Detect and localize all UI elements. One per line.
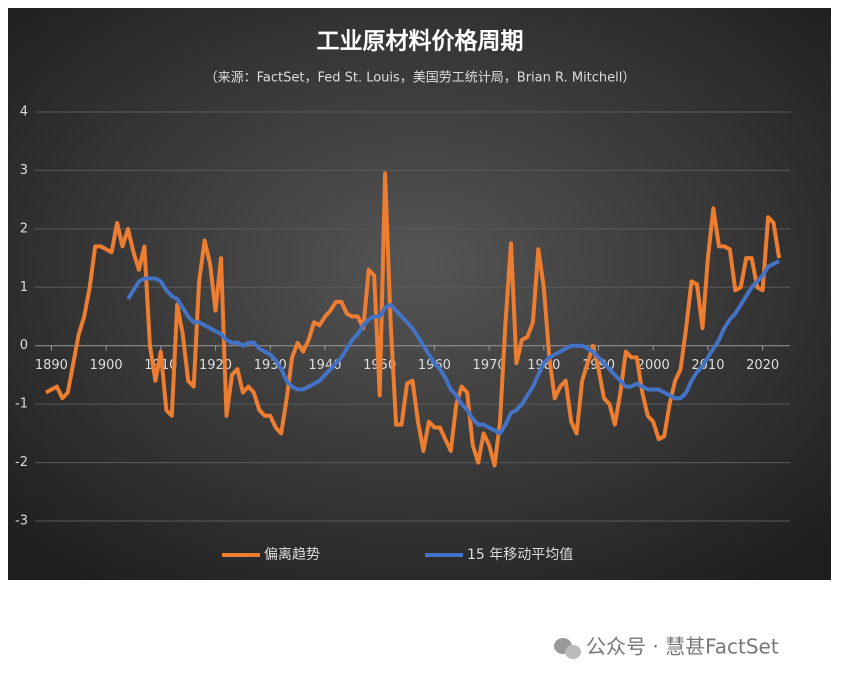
wechat-icon [565,645,581,659]
x-tick-label: 1920 [199,358,232,373]
y-tick-label: 0 [20,338,28,353]
y-tick-label: 1 [20,280,28,295]
x-tick-label: 2000 [637,358,670,373]
y-tick-label: 2 [20,221,28,236]
watermark: 公众号 · 慧甚FactSet [554,635,779,659]
chart-title: 工业原材料价格周期 [317,28,524,55]
y-tick-label: -3 [15,514,28,529]
y-tick-label: -2 [15,455,28,470]
y-tick-label: 4 [20,105,28,120]
x-tick-label: 1970 [473,358,506,373]
legend-label: 偏离趋势 [264,546,320,563]
y-tick-label: 3 [20,163,28,178]
y-tick-label: -1 [15,397,28,412]
series-line [44,171,782,468]
series-line [126,259,781,436]
legend-label: 15 年移动平均值 [467,547,573,563]
chart-subtitle: （来源：FactSet，Fed St. Louis，美国劳工统计局，Brian … [205,70,636,86]
watermark-text: 公众号 · 慧甚FactSet [586,635,779,659]
x-tick-label: 1890 [35,358,68,373]
x-tick-label: 2020 [746,358,779,373]
x-tick-label: 1940 [308,358,341,373]
x-tick-label: 1900 [90,358,123,373]
